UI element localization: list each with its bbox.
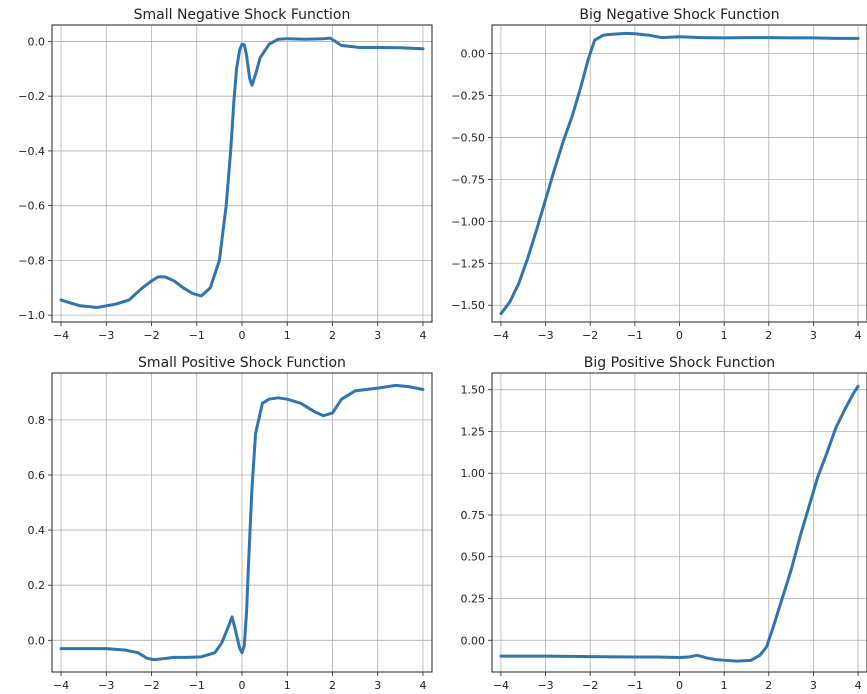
x-tick-label: −2 xyxy=(582,329,598,342)
x-tick-label: 3 xyxy=(810,679,817,692)
x-tick-label: 3 xyxy=(374,679,381,692)
x-tick-label: 1 xyxy=(721,329,728,342)
x-tick-label: −1 xyxy=(189,329,205,342)
chart-panel-big-positive: −4 −3 −2 −1 0 1 2 3 4 0.00 0.25 0.50 0.75 1.00 1.25 1.5… xyxy=(461,355,867,692)
x-tick-label: 1 xyxy=(284,679,291,692)
x-tick-label: −4 xyxy=(493,679,509,692)
y-tick-label: 1.50 xyxy=(461,384,486,397)
x-tick-label: 1 xyxy=(721,679,728,692)
x-tick-label: −3 xyxy=(98,329,114,342)
y-tick-label: 0.8 xyxy=(28,414,46,427)
x-tick-label: 4 xyxy=(419,329,426,342)
y-tick-label: 0.00 xyxy=(461,48,486,61)
series-line-small-positive xyxy=(59,383,425,662)
x-tick-label: 2 xyxy=(765,679,772,692)
x-tick-label: −4 xyxy=(493,329,509,342)
y-tick-label: 1.25 xyxy=(461,425,486,438)
y-tick-label: −1.25 xyxy=(451,257,485,270)
x-tick-label: 3 xyxy=(374,329,381,342)
x-tick-label: 2 xyxy=(329,679,336,692)
y-tick-label: 0.00 xyxy=(461,634,486,647)
series-line-big-negative xyxy=(499,31,860,316)
x-tick-label: 4 xyxy=(855,329,862,342)
x-tick-label: −2 xyxy=(143,329,159,342)
y-tick-label: −1.00 xyxy=(451,215,485,228)
y-tick-label: 0.25 xyxy=(461,593,486,606)
chart-title: Big Positive Shock Function xyxy=(584,355,775,371)
y-tick-label: 0.6 xyxy=(28,469,46,482)
x-tick-label: 4 xyxy=(855,679,862,692)
chart-title: Small Positive Shock Function xyxy=(138,355,346,371)
y-tick-label: −0.8 xyxy=(18,254,45,267)
y-tick-label: −0.50 xyxy=(451,131,485,144)
x-tick-label: −1 xyxy=(627,329,643,342)
x-tick-label: 1 xyxy=(284,329,291,342)
x-tick-label: −3 xyxy=(537,679,553,692)
y-tick-label: 0.0 xyxy=(28,634,46,647)
x-tick-label: −1 xyxy=(627,679,643,692)
chart-panel-small-negative: −4 −3 −2 −1 0 1 2 3 4 0.0 −0.2 −0.4 −0.6 −0.8 −1.0 Smal… xyxy=(18,7,433,342)
series-line-big-positive xyxy=(499,384,860,663)
x-tick-label: 2 xyxy=(329,329,336,342)
chart-title: Big Negative Shock Function xyxy=(579,7,779,23)
x-tick-label: 0 xyxy=(676,329,683,342)
series-line-small-negative xyxy=(59,36,425,309)
y-tick-label: −1.0 xyxy=(18,309,45,322)
y-tick-label: −0.6 xyxy=(18,200,45,213)
y-tick-label: 1.00 xyxy=(461,467,486,480)
y-tick-label: −0.2 xyxy=(18,90,45,103)
x-tick-label: 0 xyxy=(239,679,246,692)
chart-panel-big-negative: −4 −3 −2 −1 0 1 2 3 4 0.00 −0.25 −0.50 −0.75 −1.00 −1.… xyxy=(451,7,867,342)
x-tick-label: −1 xyxy=(189,679,205,692)
x-tick-label: 0 xyxy=(239,329,246,342)
x-tick-label: 2 xyxy=(765,329,772,342)
y-tick-label: 0.75 xyxy=(461,509,486,522)
x-tick-label: 3 xyxy=(810,329,817,342)
x-tick-label: −4 xyxy=(53,679,69,692)
x-tick-label: 0 xyxy=(676,679,683,692)
x-tick-label: −2 xyxy=(582,679,598,692)
chart-panel-small-positive: −4 −3 −2 −1 0 1 2 3 4 0.0 0.2 0.4 0.6 0.8 Small Positi… xyxy=(28,355,433,692)
x-tick-label: −3 xyxy=(537,329,553,342)
y-tick-label: −0.75 xyxy=(451,173,485,186)
y-tick-label: −0.25 xyxy=(451,89,485,102)
chart-title: Small Negative Shock Function xyxy=(134,7,351,23)
y-tick-label: 0.4 xyxy=(28,524,46,537)
x-tick-label: 4 xyxy=(419,679,426,692)
x-tick-label: −3 xyxy=(98,679,114,692)
y-tick-label: 0.0 xyxy=(28,35,46,48)
x-tick-label: −4 xyxy=(53,329,69,342)
x-tick-label: −2 xyxy=(143,679,159,692)
y-tick-label: −0.4 xyxy=(18,145,45,158)
y-tick-label: 0.50 xyxy=(461,551,486,564)
y-tick-label: −1.50 xyxy=(451,299,485,312)
y-tick-label: 0.2 xyxy=(28,579,46,592)
